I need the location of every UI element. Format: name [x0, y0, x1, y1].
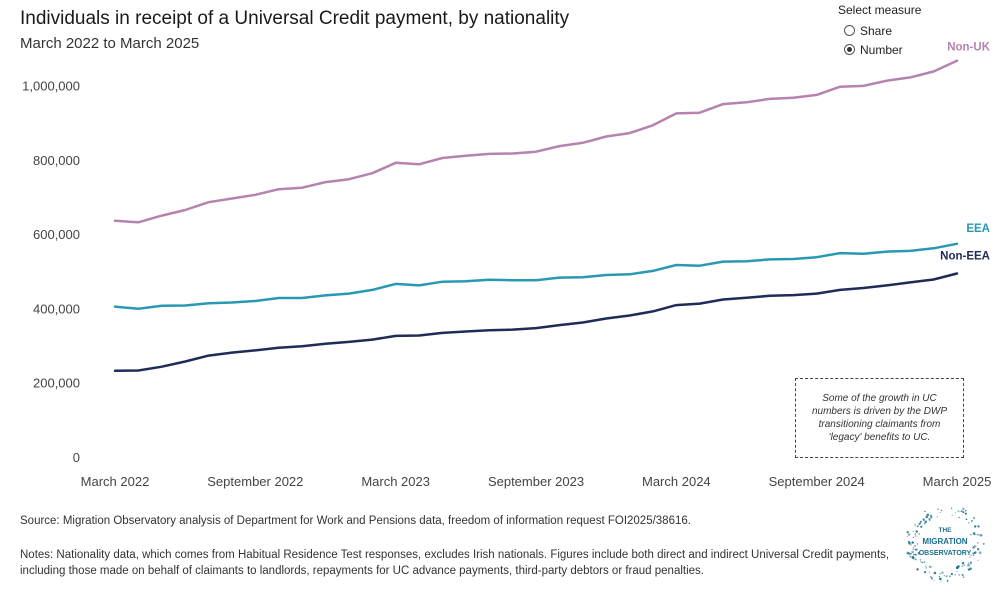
- logo-text-migration: MIGRATION: [922, 537, 967, 546]
- x-tick-label: March 2022: [81, 474, 150, 489]
- radio-number[interactable]: [844, 44, 855, 55]
- y-tick-label: 400,000: [33, 301, 80, 316]
- series-line-non-eea: [113, 272, 959, 373]
- x-tick-label: March 2023: [361, 474, 430, 489]
- measure-selector: Select measure Share Number: [838, 3, 921, 59]
- measure-selector-label: Select measure: [838, 3, 922, 17]
- x-tick-label: September 2022: [207, 474, 303, 489]
- y-tick-label: 0: [73, 450, 80, 465]
- x-tick-label: September 2024: [769, 474, 865, 489]
- x-tick-label: March 2025: [923, 474, 992, 489]
- measure-option-number-label: Number: [860, 42, 903, 57]
- annotation-box: Some of the growth in UC numbers is driv…: [795, 378, 964, 458]
- series-line-non-uk: [113, 59, 959, 224]
- annotation-text: Some of the growth in UC numbers is driv…: [811, 393, 948, 443]
- source-note: Source: Migration Observatory analysis o…: [20, 515, 691, 527]
- logo-dot-ring: [906, 507, 985, 583]
- measure-option-number[interactable]: Number: [838, 40, 921, 59]
- chart-title: Individuals in receipt of a Universal Cr…: [20, 8, 570, 29]
- series-label-non-uk: Non-UK: [947, 42, 990, 54]
- measure-option-share[interactable]: Share: [838, 21, 921, 40]
- y-tick-label: 1,000,000: [22, 79, 80, 94]
- migration-observatory-logo: THE MIGRATION OBSERVATORY: [906, 507, 985, 583]
- series-label-non-eea: Non-EEA: [940, 251, 990, 263]
- x-tick-label: September 2023: [488, 474, 584, 489]
- line-chart: 0 200,000 400,000 600,000 800,000 1,000,000 Ma…: [22, 42, 992, 489]
- y-tick-label: 600,000: [33, 227, 80, 242]
- chart-subtitle: March 2022 to March 2025: [20, 35, 200, 52]
- series-line-eea: [113, 242, 959, 311]
- series-label-eea: EEA: [966, 223, 990, 235]
- notes-text: Notes: Nationality data, which comes fro…: [20, 549, 890, 577]
- y-tick-label: 800,000: [33, 153, 80, 168]
- measure-option-share-label: Share: [860, 23, 893, 38]
- radio-share[interactable]: [844, 25, 855, 36]
- y-tick-label: 200,000: [33, 376, 80, 391]
- x-tick-label: March 2024: [642, 474, 711, 489]
- logo-text-the: THE: [939, 527, 953, 534]
- logo-text-observatory: OBSERVATORY: [919, 550, 972, 557]
